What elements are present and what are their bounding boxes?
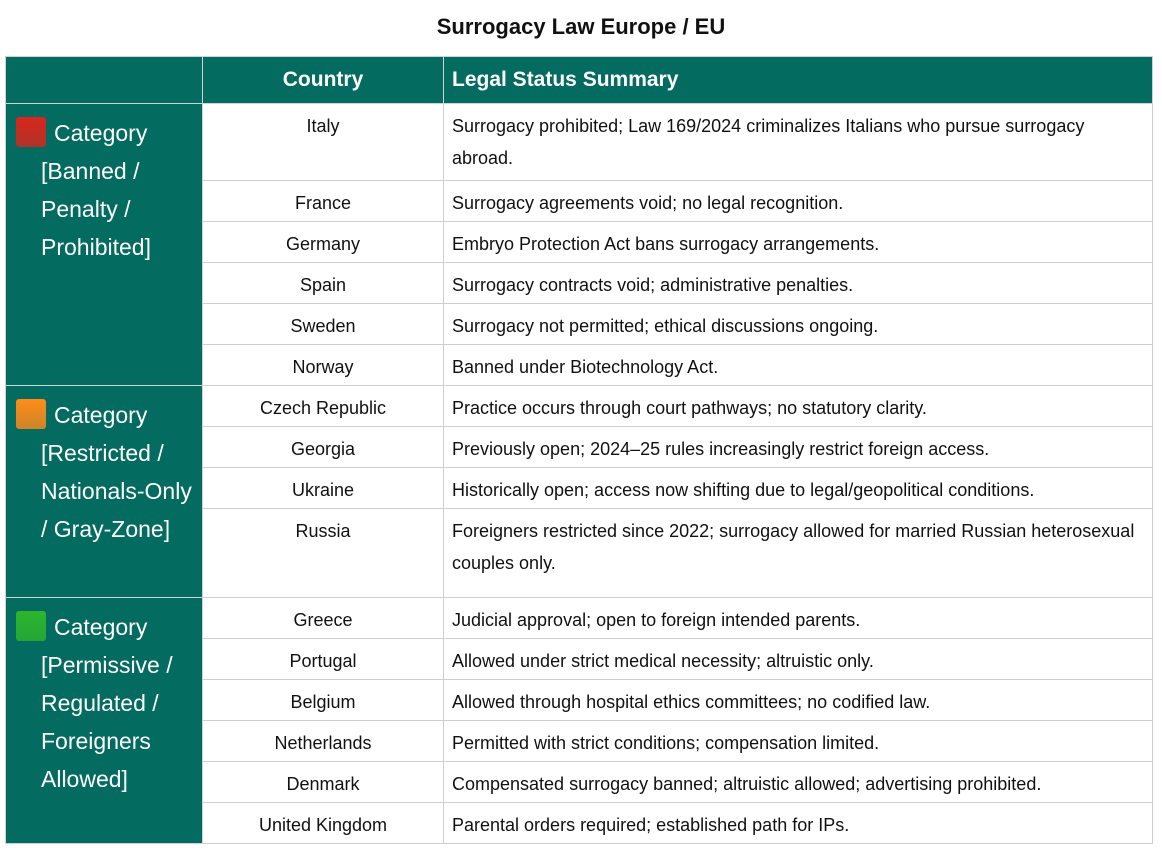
country-cell: Czech Republic <box>202 385 444 427</box>
status-cell: Allowed under strict medical necessity; … <box>443 638 1153 680</box>
category-label: Category <box>54 614 148 640</box>
category-description: [Banned / Penalty / Prohibited] <box>41 158 151 260</box>
country-cell: Germany <box>202 221 444 263</box>
category-label: Category <box>54 120 148 146</box>
table-row: Germany Embryo Protection Act bans surrog… <box>6 221 1153 263</box>
table-row: Norway Banned under Biotechnology Act. <box>6 344 1153 386</box>
table-row: Sweden Surrogacy not permitted; ethical d… <box>6 303 1153 345</box>
country-cell: Netherlands <box>202 720 444 762</box>
country-cell: Sweden <box>202 303 444 345</box>
table-row: Netherlands Permitted with strict conditi… <box>6 720 1153 762</box>
category-description: [Restricted / Nationals-Only / Gray-Zone… <box>41 440 192 542</box>
table-row: United Kingdom Parental orders required; … <box>6 802 1153 844</box>
status-cell: Embryo Protection Act bans surrogacy arr… <box>443 221 1153 263</box>
status-cell: Previously open; 2024–25 rules increasin… <box>443 426 1153 468</box>
status-cell: Historically open; access now shifting d… <box>443 467 1153 509</box>
green-square-icon <box>16 611 46 641</box>
country-cell: Norway <box>202 344 444 386</box>
status-cell: Permitted with strict conditions; compen… <box>443 720 1153 762</box>
table-row: Georgia Previously open; 2024–25 rules in… <box>6 426 1153 468</box>
country-cell: Italy <box>202 103 444 181</box>
table-row: Category [Restricted / Nationals-Only / G… <box>5 385 1153 598</box>
country-cell: Greece <box>202 597 444 639</box>
category-cell: Category [Banned / Penalty / Prohibited] <box>5 103 203 386</box>
country-cell: Spain <box>202 262 444 304</box>
header-country: Country <box>202 56 444 104</box>
status-cell: Judicial approval; open to foreign inten… <box>443 597 1153 639</box>
table-row: Category [Permissive / Regulated / Foreig… <box>5 597 1153 844</box>
country-cell: Portugal <box>202 638 444 680</box>
status-cell: Surrogacy prohibited; Law 169/2024 crimi… <box>443 103 1153 181</box>
status-cell: Foreigners restricted since 2022; surrog… <box>443 508 1153 598</box>
category-cell: Category [Permissive / Regulated / Foreig… <box>5 597 203 844</box>
table-row: Spain Surrogacy contracts void; administr… <box>6 262 1153 304</box>
country-cell: Georgia <box>202 426 444 468</box>
country-cell: Denmark <box>202 761 444 803</box>
category-description: [Permissive / Regulated / Foreigners All… <box>41 652 173 792</box>
red-square-icon <box>16 117 46 147</box>
status-cell: Parental orders required; established pa… <box>443 802 1153 844</box>
country-cell: France <box>202 180 444 222</box>
table-row: Category [Banned / Penalty / Prohibited] I… <box>5 103 1153 386</box>
category-cell: Category [Restricted / Nationals-Only / G… <box>5 385 203 598</box>
category-label: Category <box>54 402 148 428</box>
status-cell: Compensated surrogacy banned; altruistic… <box>443 761 1153 803</box>
table-row: Denmark Compensated surrogacy banned; alt… <box>6 761 1153 803</box>
table-row: Ukraine Historically open; access now shi… <box>6 467 1153 509</box>
page-title: Surrogacy Law Europe / EU <box>436 14 726 39</box>
header-row: Country Legal Status Summary <box>5 56 1153 104</box>
table-row: Belgium Allowed through hospital ethics c… <box>6 679 1153 721</box>
status-cell: Practice occurs through court pathways; … <box>443 385 1153 427</box>
header-category <box>5 56 203 104</box>
country-cell: Russia <box>202 508 444 598</box>
surrogacy-law-table: Country Legal Status Summary Category [Ba… <box>5 56 1153 844</box>
table-row: France Surrogacy agreements void; no lega… <box>6 180 1153 222</box>
orange-square-icon <box>16 399 46 429</box>
status-cell: Allowed through hospital ethics committe… <box>443 679 1153 721</box>
header-status: Legal Status Summary <box>443 56 1153 104</box>
status-cell: Banned under Biotechnology Act. <box>443 344 1153 386</box>
country-cell: Belgium <box>202 679 444 721</box>
status-cell: Surrogacy not permitted; ethical discuss… <box>443 303 1153 345</box>
status-cell: Surrogacy contracts void; administrative… <box>443 262 1153 304</box>
country-cell: Ukraine <box>202 467 444 509</box>
table-row: Russia Foreigners restricted since 2022; … <box>6 508 1153 598</box>
status-cell: Surrogacy agreements void; no legal reco… <box>443 180 1153 222</box>
country-cell: United Kingdom <box>202 802 444 844</box>
